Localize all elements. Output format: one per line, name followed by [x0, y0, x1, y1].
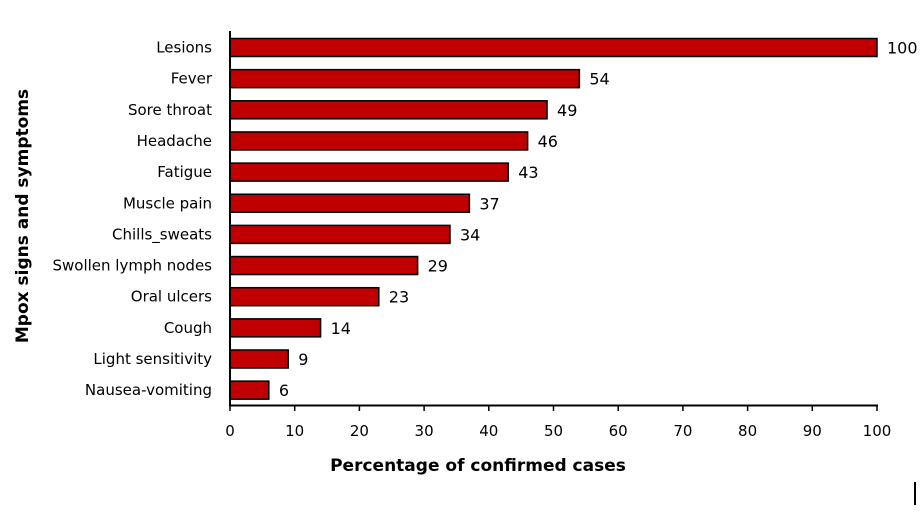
data-label: 46: [538, 132, 558, 151]
data-label: 54: [589, 70, 609, 89]
bar: [229, 224, 451, 245]
category-label: Swollen lymph nodes: [52, 257, 212, 275]
data-label: 37: [479, 194, 499, 213]
bar: [229, 162, 509, 182]
category-label: Fever: [171, 70, 213, 88]
category-label: Sore throat: [128, 101, 212, 119]
data-label: 100: [887, 39, 918, 58]
x-tick-label: 30: [415, 422, 434, 440]
category-label: Nausea-vomiting: [85, 381, 212, 399]
category-label: Oral ulcers: [131, 288, 212, 306]
data-label: 43: [518, 163, 538, 182]
category-label: Muscle pain: [123, 194, 212, 212]
data-label: 34: [460, 225, 480, 244]
category-label: Chills_sweats: [112, 225, 212, 244]
x-tick-label: 100: [863, 422, 892, 440]
bar: [229, 100, 548, 120]
bar: [229, 193, 471, 213]
data-label: 14: [331, 319, 351, 338]
category-label: Light sensitivity: [93, 350, 212, 368]
data-label: 9: [298, 350, 308, 369]
x-tick-label: 0: [225, 422, 235, 440]
bar: [229, 255, 419, 276]
category-label: Fatigue: [157, 163, 212, 181]
data-label: 23: [389, 288, 409, 307]
x-tick-label: 20: [350, 422, 369, 440]
category-label: Headache: [137, 132, 212, 150]
x-tick-label: 40: [479, 422, 498, 440]
data-label: 6: [279, 381, 289, 400]
x-tick-label: 80: [738, 422, 757, 440]
bar: [229, 131, 529, 151]
x-tick-label: 90: [803, 422, 822, 440]
bar: [229, 68, 581, 89]
category-label: Lesions: [156, 39, 212, 57]
x-tick-label: 50: [544, 422, 563, 440]
bar: [229, 349, 289, 369]
y-axis-title: Mpox signs and symptoms: [13, 89, 33, 343]
category-label: Cough: [164, 319, 212, 337]
x-tick-label: 70: [673, 422, 692, 440]
bar: [229, 286, 380, 307]
bar: [229, 37, 878, 58]
bar: [229, 318, 322, 338]
data-label: 49: [557, 101, 577, 120]
x-tick-label: 10: [285, 422, 304, 440]
x-tick-label: 60: [609, 422, 628, 440]
x-axis-title: Percentage of confirmed cases: [330, 456, 626, 476]
data-label: 29: [428, 257, 448, 276]
bar: [229, 380, 270, 400]
